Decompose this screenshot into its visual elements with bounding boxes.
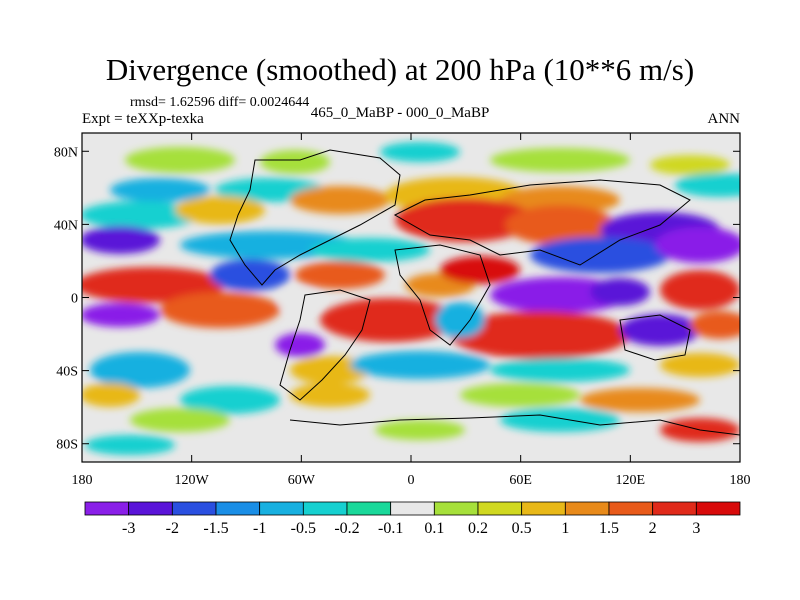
colorbar-swatch [215,501,261,516]
colorbar-swatch [171,501,217,516]
map-title: Divergence (smoothed) at 200 hPa (10**6 … [105,52,695,87]
lon-tick-label: 60E [509,473,532,488]
colorbar-label: -0.1 [378,520,403,537]
lat-tick-label: 0 [71,292,78,307]
colorbar-swatch [521,501,566,516]
lon-tick-label: 180 [730,473,751,488]
colorbar-swatch [695,501,741,516]
lon-tick-label: 180 [72,473,93,488]
colorbar-label: 0.5 [512,520,532,537]
lat-tick-label: 40N [54,218,78,233]
comparison-label: 465_0_MaBP - 000_0_MaBP [310,105,490,121]
colorbar-swatch [302,501,348,516]
colorbar-label: 0.1 [424,520,444,537]
colorbar-swatch [346,501,392,516]
colorbar-swatch [477,501,523,516]
lon-tick-label: 120W [175,473,210,488]
colorbar-label: 3 [692,520,700,537]
colorbar-label: -3 [122,520,135,537]
colorbar-label: -0.5 [291,520,316,537]
map-field [82,133,740,462]
lon-tick-label: 120E [616,473,646,488]
colorbar-swatch [652,501,697,516]
experiment-label: Expt = teXXp-texka [82,111,204,127]
colorbar-label: 1 [561,520,569,537]
colorbar-label: -1.5 [203,520,228,537]
lon-tick-label: 60W [288,473,316,488]
colorbar-label: 1.5 [599,520,619,537]
colorbar-label: -0.2 [334,520,359,537]
colorbar-label: 2 [649,520,657,537]
lon-tick-label: 0 [408,473,415,488]
lat-tick-label: 80S [56,438,78,453]
colorbar-swatch [128,501,173,516]
colorbar-label: -2 [166,520,179,537]
colorbar-swatch [564,501,610,516]
colorbar-swatch [84,501,130,516]
season-label: ANN [707,111,741,127]
divergence-field [82,142,740,455]
lat-tick-label: 40S [56,365,78,380]
longitude-axis: 180 120W 60W 0 60E 120E 180 [72,133,751,488]
rmsd-diff-stats: rmsd= 1.62596 diff= 0.0024644 [130,95,310,110]
lat-tick-label: 80N [54,145,78,160]
colorbar-swatch [390,501,435,516]
colorbar-swatch [433,501,479,516]
colorbar-swatch [608,501,654,516]
coastlines [229,149,740,436]
colorbar: -3 -2 -1.5 -1 -0.5 -0.2 -0.1 0.1 0.2 0.5 1 1.5 2 3 [84,501,741,537]
colorbar-label: -1 [253,520,266,537]
colorbar-label: 0.2 [468,520,488,537]
latitude-axis: 80N 40N 0 40S 80S [54,145,740,453]
colorbar-swatch [259,501,304,516]
